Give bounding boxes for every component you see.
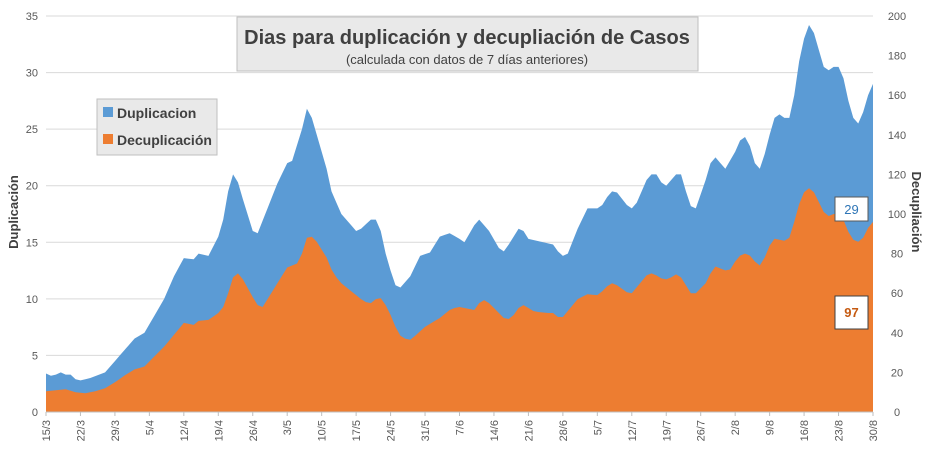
y-axis-left-title: Duplicación bbox=[6, 175, 21, 249]
x-tick-label: 26/4 bbox=[248, 420, 260, 441]
x-tick-label: 30/8 bbox=[868, 420, 880, 441]
x-tick-label: 23/8 bbox=[834, 420, 846, 441]
x-tick-label: 22/3 bbox=[75, 420, 87, 441]
x-tick-label: 5/4 bbox=[144, 420, 156, 435]
y-left-tick-label: 30 bbox=[26, 68, 38, 80]
y-axis-left: 0 5 10 15 20 25 30 35 bbox=[26, 11, 38, 419]
x-tick-label: 17/5 bbox=[351, 420, 363, 441]
x-tick-label: 21/6 bbox=[523, 420, 535, 441]
legend: Duplicacion Decuplicación bbox=[96, 98, 218, 156]
x-tick-label: 19/7 bbox=[661, 420, 673, 441]
legend-swatch-duplicacion bbox=[103, 107, 113, 117]
y-left-tick-label: 20 bbox=[26, 181, 38, 193]
x-tick-label: 14/6 bbox=[489, 420, 501, 441]
y-right-tick-label: 140 bbox=[888, 130, 906, 142]
y-left-tick-label: 35 bbox=[26, 11, 38, 23]
y-right-tick-label: 20 bbox=[891, 367, 903, 379]
y-left-tick-label: 15 bbox=[26, 237, 38, 249]
x-tick-label: 31/5 bbox=[420, 420, 432, 441]
x-tick-label: 9/8 bbox=[765, 420, 777, 435]
legend-box bbox=[96, 98, 218, 156]
y-right-tick-label: 80 bbox=[891, 249, 903, 261]
legend-swatch-decuplicacion bbox=[103, 134, 113, 144]
x-tick-label: 15/3 bbox=[41, 420, 53, 441]
x-tick-label: 2/8 bbox=[730, 420, 742, 435]
callout-decuplicacion: 97 bbox=[834, 295, 869, 330]
y-left-tick-label: 25 bbox=[26, 124, 38, 136]
x-tick-label: 10/5 bbox=[317, 420, 329, 441]
y-right-tick-label: 160 bbox=[888, 90, 906, 102]
y-right-tick-label: 120 bbox=[888, 169, 906, 181]
x-tick-label: 28/6 bbox=[558, 420, 570, 441]
y-axis-right: 0 20 40 60 80 100 120 140 160 180 200 bbox=[888, 11, 906, 419]
x-tick-label: 19/4 bbox=[213, 420, 225, 441]
x-tick-label: 3/5 bbox=[282, 420, 294, 435]
callout-duplicacion-box bbox=[834, 196, 869, 222]
y-right-tick-label: 60 bbox=[891, 288, 903, 300]
x-tick-label: 7/6 bbox=[455, 420, 467, 435]
legend-label-decuplicacion: Decuplicación bbox=[117, 132, 212, 148]
x-tick-label: 16/8 bbox=[799, 420, 811, 441]
title-box: Dias para duplicación y decupliación de … bbox=[236, 16, 699, 72]
y-right-tick-label: 100 bbox=[888, 209, 906, 221]
x-tick-label: 5/7 bbox=[592, 420, 604, 435]
plot-areas bbox=[46, 25, 873, 413]
y-right-tick-label: 0 bbox=[894, 407, 900, 419]
callout-decuplicacion-value: 97 bbox=[844, 305, 858, 320]
callout-decuplicacion-box bbox=[834, 295, 869, 330]
y-right-tick-label: 180 bbox=[888, 51, 906, 63]
title-box-background bbox=[236, 16, 699, 72]
callout-duplicacion: 29 bbox=[834, 196, 869, 222]
y-left-tick-label: 0 bbox=[32, 407, 38, 419]
y-left-tick-label: 5 bbox=[32, 350, 38, 362]
x-tick-label: 12/4 bbox=[179, 420, 191, 441]
y-axis-right-title: Decupliación bbox=[909, 172, 924, 253]
y-right-tick-label: 200 bbox=[888, 11, 906, 23]
x-tick-label: 29/3 bbox=[110, 420, 122, 441]
callout-duplicacion-value: 29 bbox=[844, 202, 858, 217]
y-left-tick-label: 10 bbox=[26, 294, 38, 306]
chart-title: Dias para duplicación y decupliación de … bbox=[244, 27, 690, 49]
x-axis: 15/3 22/3 29/3 5/4 12/4 19/4 26/4 3/5 10/5 17/5 24… bbox=[41, 411, 880, 441]
x-tick-label: 24/5 bbox=[386, 420, 398, 441]
y-right-tick-label: 40 bbox=[891, 328, 903, 340]
chart-subtitle: (calculada con datos de 7 días anteriore… bbox=[346, 52, 588, 67]
x-tick-label: 12/7 bbox=[627, 420, 639, 441]
legend-label-duplicacion: Duplicacion bbox=[117, 105, 196, 121]
area-series-decuplicación bbox=[46, 188, 873, 412]
x-tick-label: 26/7 bbox=[696, 420, 708, 441]
